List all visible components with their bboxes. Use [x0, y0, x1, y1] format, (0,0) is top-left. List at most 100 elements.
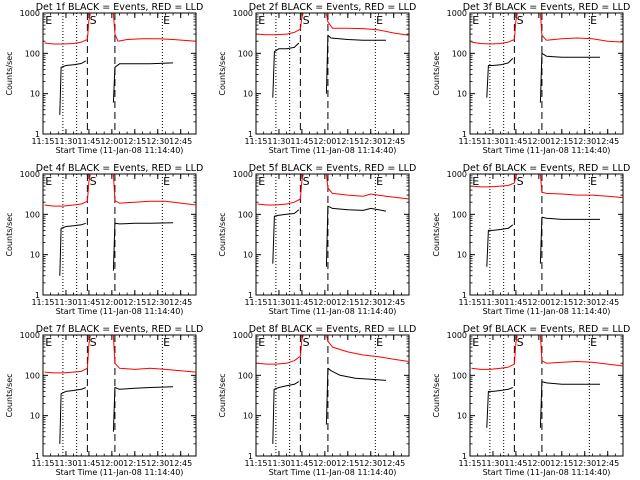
y-tick-label: 1 — [462, 452, 467, 461]
x-tick-label: 11:45 — [290, 137, 313, 146]
y-tick-label: 1000 — [447, 331, 467, 340]
x-tick-label: 12:15 — [336, 137, 359, 146]
x-tick-label: 12:45 — [382, 137, 405, 146]
panel-title: Det 6f BLACK = Events, RED = LLD — [463, 163, 631, 174]
x-tick-label: 11:45 — [504, 298, 527, 307]
y-tick-label: 1000 — [447, 9, 467, 18]
y-tick-label: 1000 — [447, 170, 467, 179]
lld-series-line — [539, 12, 624, 43]
x-tick-label: 12:00 — [100, 137, 123, 146]
marker-letter: E — [163, 14, 170, 27]
marker-letter: E — [376, 336, 383, 349]
y-tick-label: 10 — [243, 90, 253, 99]
marker-letter: E — [258, 175, 265, 188]
marker-letter: E — [45, 175, 52, 188]
panel-title: Det 9f BLACK = Events, RED = LLD — [463, 324, 631, 335]
events-series-line — [59, 60, 87, 115]
marker-letter: E — [163, 175, 170, 188]
y-tick-label: 1 — [35, 452, 40, 461]
panel-title: Det 5f BLACK = Events, RED = LLD — [249, 163, 417, 174]
y-axis-label: Counts/sec — [432, 373, 441, 417]
y-tick-label: 1000 — [20, 9, 40, 18]
x-tick-label: 11:30 — [54, 298, 77, 307]
y-axis-label: Counts/sec — [5, 212, 14, 256]
plot-frame — [469, 334, 624, 457]
y-tick-label: 1 — [462, 130, 467, 139]
marker-letter: E — [472, 14, 479, 27]
x-axis-label: Start Time (11-Jan-08 11:14:40) — [269, 307, 397, 316]
lld-series-line — [539, 334, 624, 367]
y-tick-label: 100 — [238, 49, 253, 58]
y-tick-label: 1 — [35, 291, 40, 300]
x-axis-label: Start Time (11-Jan-08 11:14:40) — [269, 468, 397, 477]
plot-frame — [42, 173, 197, 296]
x-tick-label: 11:45 — [77, 298, 100, 307]
y-tick-label: 1000 — [233, 9, 253, 18]
x-tick-label: 11:15 — [31, 137, 54, 146]
x-tick-label: 12:00 — [527, 298, 550, 307]
y-tick-label: 1 — [248, 291, 253, 300]
x-tick-label: 12:30 — [573, 137, 596, 146]
x-tick-label: 11:45 — [77, 459, 100, 468]
y-tick-label: 100 — [25, 49, 40, 58]
y-tick-label: 10 — [30, 90, 40, 99]
x-tick-label: 11:15 — [244, 298, 267, 307]
y-tick-label: 1000 — [233, 170, 253, 179]
y-tick-label: 1000 — [20, 331, 40, 340]
marker-letter: E — [472, 175, 479, 188]
lld-series-line — [325, 334, 410, 362]
marker-letter: E — [590, 175, 597, 188]
panel-title: Det 3f BLACK = Events, RED = LLD — [463, 2, 631, 13]
y-tick-label: 1 — [248, 452, 253, 461]
marker-letter: E — [45, 336, 52, 349]
x-tick-label: 12:15 — [550, 459, 573, 468]
lld-series-line — [539, 173, 624, 199]
y-tick-label: 100 — [452, 371, 467, 380]
y-tick-label: 10 — [457, 412, 467, 421]
lld-series-line — [44, 173, 91, 207]
marker-letter: E — [376, 175, 383, 188]
marker-letter: S — [90, 14, 97, 27]
x-tick-label: 12:45 — [382, 459, 405, 468]
y-axis-label: Counts/sec — [5, 373, 14, 417]
plot-frame — [255, 173, 410, 296]
y-axis-label: Counts/sec — [432, 51, 441, 95]
y-tick-label: 10 — [30, 251, 40, 260]
x-tick-label: 12:00 — [313, 459, 336, 468]
events-series-line — [272, 42, 300, 98]
x-tick-label: 12:00 — [313, 137, 336, 146]
events-series-line — [486, 58, 514, 98]
y-tick-label: 100 — [25, 210, 40, 219]
x-tick-label: 11:15 — [458, 298, 481, 307]
x-tick-label: 12:00 — [100, 459, 123, 468]
events-series-line — [539, 52, 600, 103]
events-series-line — [325, 205, 387, 267]
y-tick-label: 10 — [243, 251, 253, 260]
x-tick-label: 11:30 — [54, 137, 77, 146]
y-tick-label: 10 — [457, 251, 467, 260]
x-axis-label: Start Time (11-Jan-08 11:14:40) — [56, 307, 184, 316]
lld-series-line — [112, 12, 197, 42]
x-tick-label: 12:30 — [146, 298, 169, 307]
marker-letter: S — [517, 14, 524, 27]
plot-frame — [255, 334, 410, 457]
lld-series-line — [112, 173, 197, 206]
events-series-line — [112, 62, 174, 103]
marker-letter: E — [258, 14, 265, 27]
marker-letter: E — [258, 336, 265, 349]
x-tick-label: 12:15 — [550, 298, 573, 307]
lld-series-line — [44, 334, 91, 374]
x-tick-label: 11:15 — [458, 137, 481, 146]
x-tick-label: 12:45 — [596, 137, 619, 146]
y-tick-label: 100 — [452, 49, 467, 58]
events-series-line — [272, 209, 300, 264]
y-tick-label: 1 — [248, 130, 253, 139]
x-tick-label: 12:00 — [527, 137, 550, 146]
marker-letter: S — [90, 336, 97, 349]
plot-frame — [42, 12, 197, 135]
